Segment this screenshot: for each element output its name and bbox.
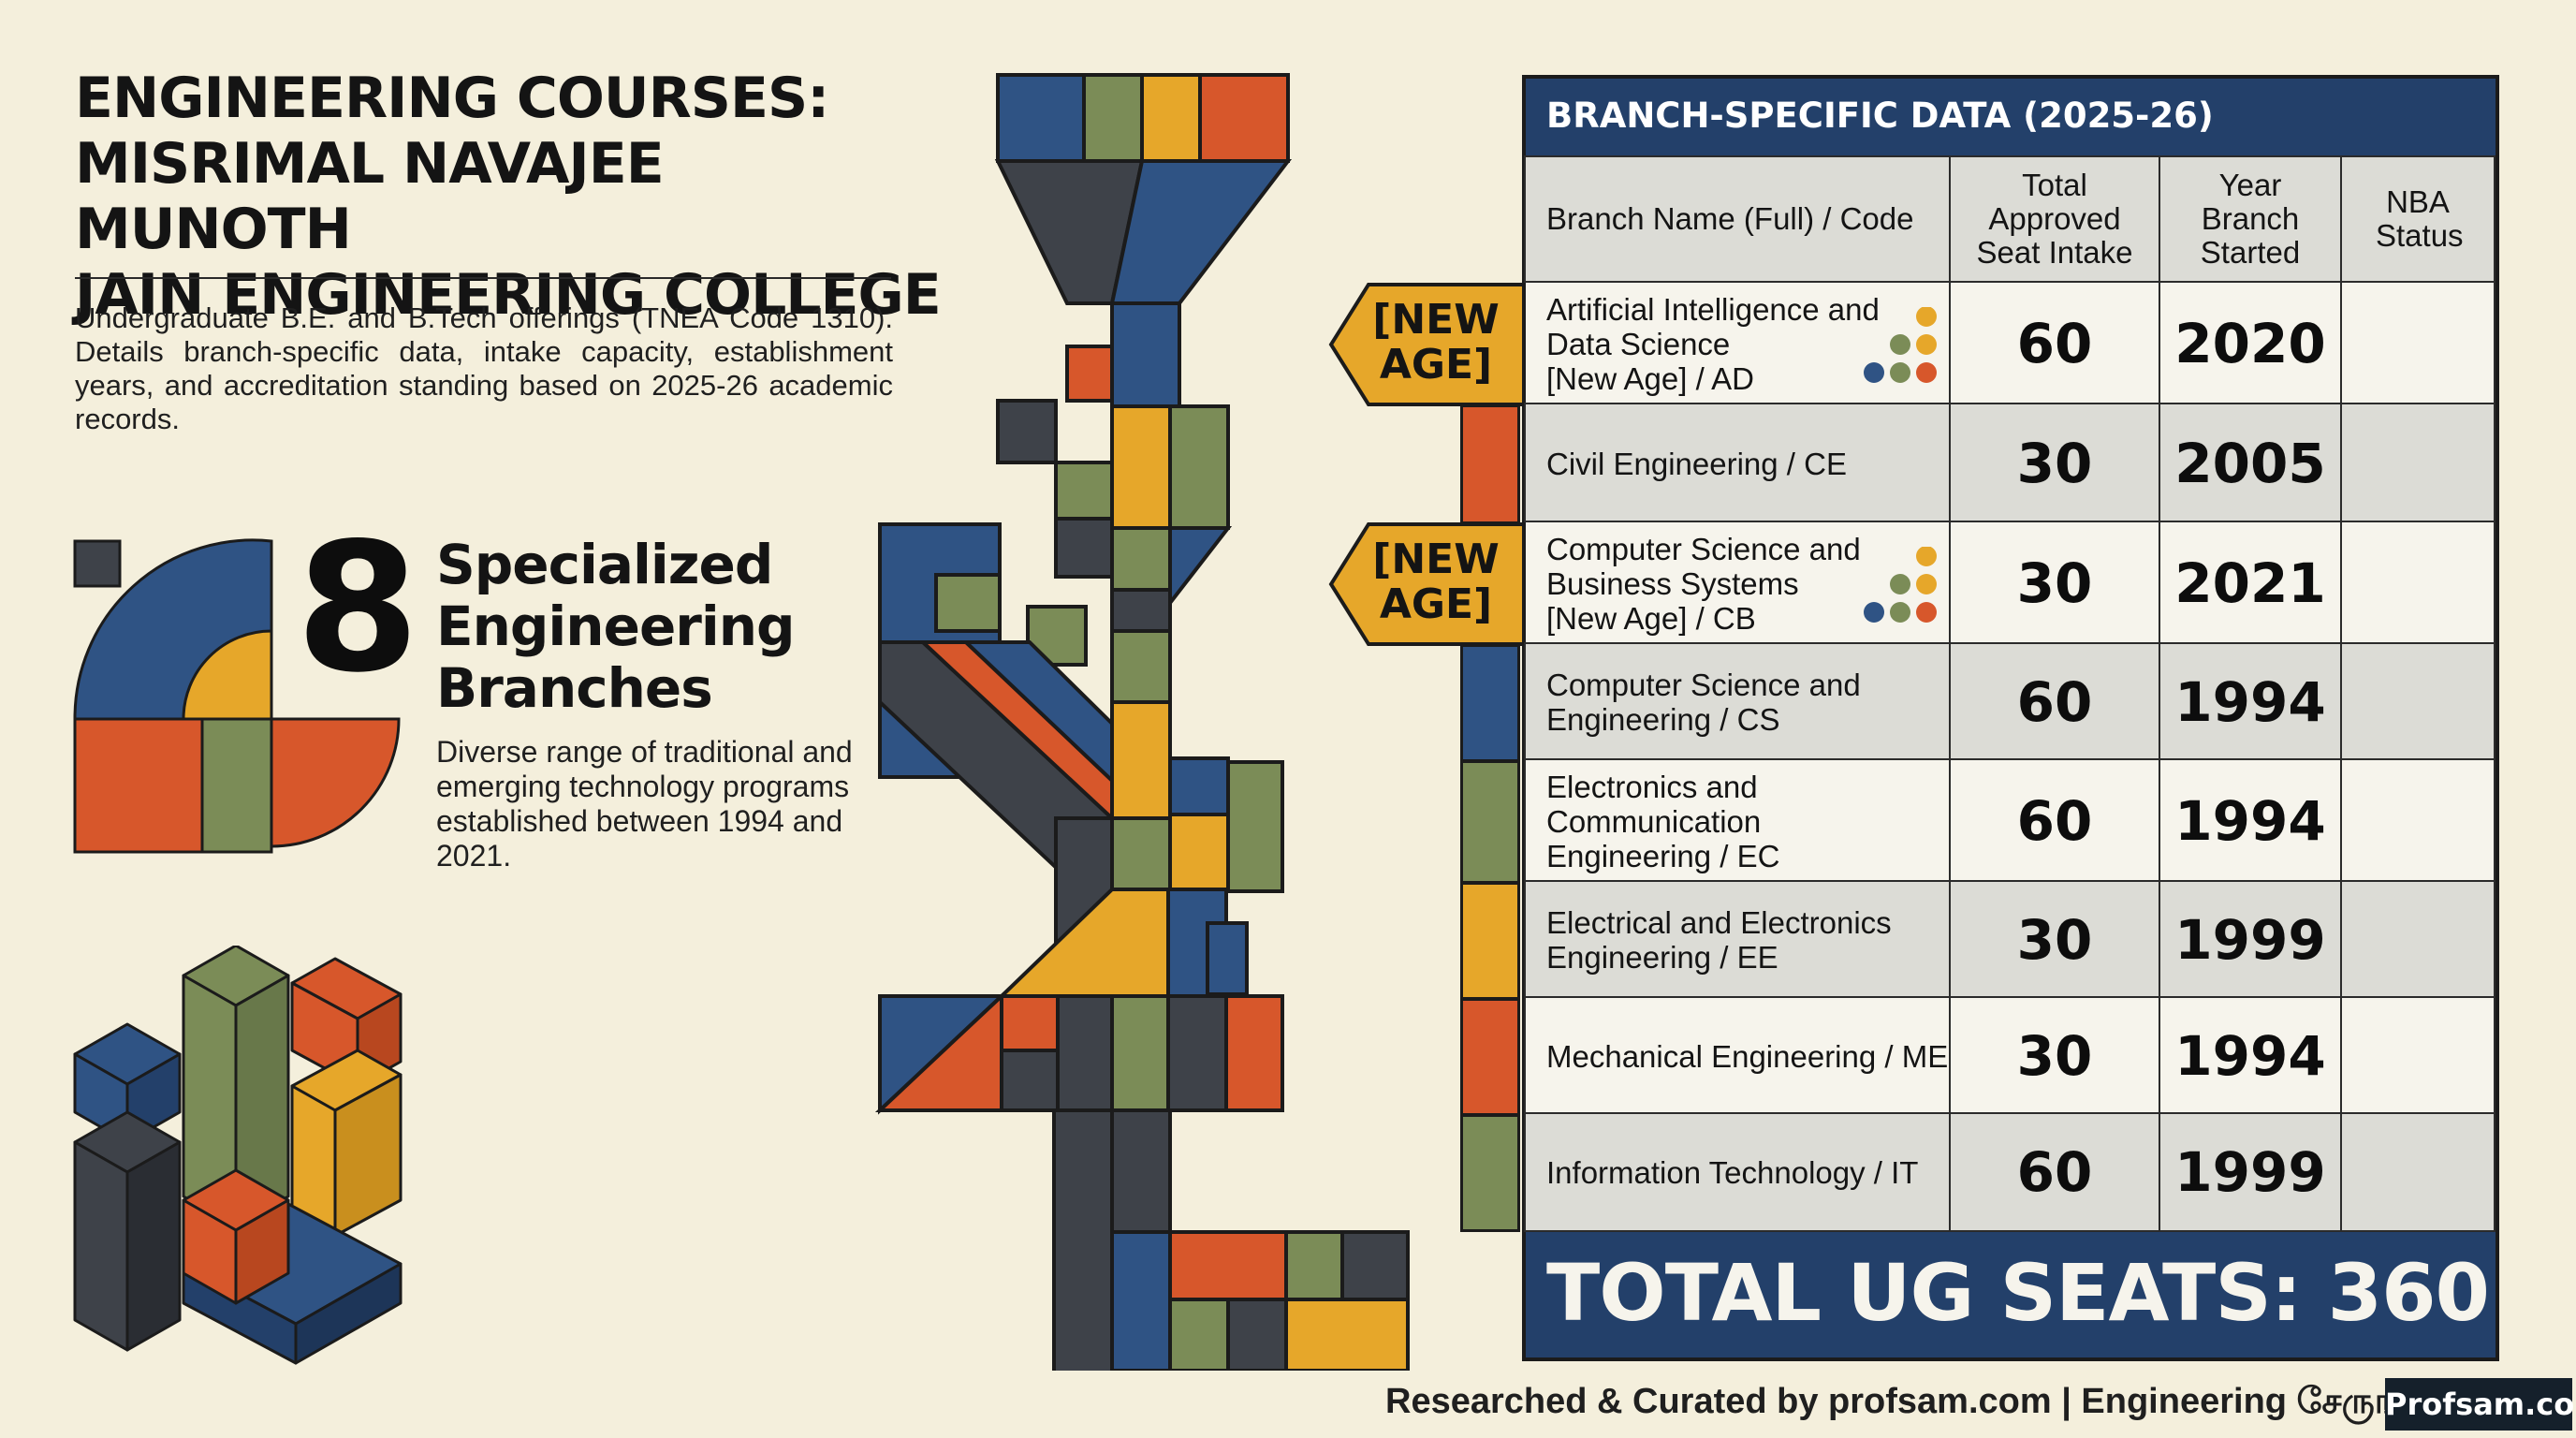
- table-row-branch-name: Artificial Intelligence and Data Science[…: [1524, 281, 1951, 406]
- title-line: JAIN ENGINEERING COLLEGE: [75, 262, 942, 328]
- branches-description: Diverse range of traditional and emergin…: [436, 735, 853, 873]
- row-color-tab: [1460, 644, 1520, 762]
- new-age-badge-icon: [1328, 522, 1526, 646]
- title-line: ENGINEERING COURSES:: [75, 66, 829, 131]
- page-title: ENGINEERING COURSES: MISRIMAL NAVAJEE MU…: [75, 66, 945, 328]
- branch-name-text: Electronics and Communication Engineering …: [1546, 770, 1779, 873]
- branch-name-text: Mechanical Engineering / ME: [1546, 1039, 1948, 1074]
- row-color-tab: [1460, 998, 1520, 1116]
- column-header-year: Year Branch Started: [2159, 155, 2342, 283]
- column-header-intake-label: Total Approved Seat Intake: [1976, 168, 2133, 270]
- abstract-geometric-art-icon: [874, 73, 1410, 1371]
- colored-dots-icon: [1864, 547, 1937, 623]
- branch-name-text: Civil Engineering / CE: [1546, 447, 1847, 481]
- branch-name-text: Information Technology / IT: [1546, 1155, 1918, 1190]
- row-color-tab: [1460, 404, 1520, 524]
- table-row-year: 2021: [2159, 521, 2342, 646]
- branches-title-line: Branches: [436, 656, 713, 720]
- column-header-intake: Total Approved Seat Intake: [1949, 155, 2160, 283]
- table-row-nba-status: [2340, 1112, 2496, 1232]
- table-row-nba-status: [2340, 521, 2496, 646]
- branches-title: Specialized Engineering Branches: [436, 534, 923, 719]
- table-row-branch-name: Mechanical Engineering / ME: [1524, 996, 1951, 1116]
- branch-name-line: Electronics and: [1546, 769, 1758, 804]
- table-row-branch-name: Computer Science and Engineering / CS: [1524, 642, 1951, 762]
- row-color-tab: [1460, 882, 1520, 1000]
- title-divider: [75, 277, 891, 279]
- table-row-intake: 60: [1949, 758, 2160, 884]
- branch-name-line: Engineering / EC: [1546, 838, 1780, 873]
- table-title: BRANCH-SPECIFIC DATA (2025-26): [1546, 95, 2214, 136]
- table-row-nba-status: [2340, 281, 2496, 406]
- branch-name-text: Artificial Intelligence and Data Science[…: [1546, 292, 1880, 396]
- branch-name-line: Communication: [1546, 803, 1762, 839]
- branch-name-line: Computer Science and: [1546, 668, 1861, 702]
- table-row-year: 1994: [2159, 642, 2342, 762]
- table-row-intake: 30: [1949, 403, 2160, 524]
- table-row-year: 1994: [2159, 996, 2342, 1116]
- branch-name-line: Computer Science and: [1546, 531, 1861, 566]
- table-row-intake: 30: [1949, 880, 2160, 1000]
- table-row-branch-name: Computer Science and Business Systems [New…: [1524, 521, 1951, 646]
- branch-name-line: Mechanical Engineering / ME: [1546, 1038, 1949, 1074]
- new-age-badge-icon: [1328, 283, 1526, 406]
- branch-name-line: Engineering / EE: [1546, 940, 1778, 975]
- table-row-branch-name: Civil Engineering / CE: [1524, 403, 1951, 524]
- branch-name-line: Data Science: [1546, 326, 1731, 361]
- new-age-badge-label: [NEW AGE]: [1372, 296, 1500, 389]
- row-color-tab: [1460, 760, 1520, 884]
- table-row-nba-status: [2340, 403, 2496, 524]
- row-color-tab: [1460, 1114, 1520, 1232]
- table-row-branch-name: Electronics and Communication Engineering …: [1524, 758, 1951, 884]
- quarter-circle-art-icon: [73, 538, 401, 854]
- branch-name-text: Electrical and Electronics Engineering / …: [1546, 905, 1892, 975]
- branches-title-line: Engineering: [436, 594, 796, 658]
- column-header-nba-label: NBA Status: [2376, 184, 2464, 253]
- table-row-intake: 60: [1949, 1112, 2160, 1232]
- branch-name-text: Computer Science and Engineering / CS: [1546, 668, 1861, 737]
- new-age-badge-label: [NEW AGE]: [1372, 536, 1500, 628]
- footer-credit: Researched & Curated by profsam.com | En…: [1385, 1382, 2396, 1421]
- branch-name-line: Engineering / CS: [1546, 702, 1780, 737]
- branch-name-line: [New Age] / AD: [1546, 360, 1754, 396]
- isometric-blocks-art-icon: [73, 946, 402, 1365]
- table-row-year: 2020: [2159, 281, 2342, 406]
- title-line: MISRIMAL NAVAJEE MUNOTH: [75, 131, 665, 262]
- table-row-year: 2005: [2159, 403, 2342, 524]
- table-row-intake: 30: [1949, 996, 2160, 1116]
- table-row-nba-status: [2340, 642, 2496, 762]
- branch-name-line: Information Technology / IT: [1546, 1154, 1919, 1190]
- intro-text: Undergraduate B.E. and B.Tech offerings …: [75, 301, 893, 435]
- table-row-nba-status: [2340, 758, 2496, 884]
- branch-name-line: Artificial Intelligence and: [1546, 291, 1880, 327]
- table-row-intake: 30: [1949, 521, 2160, 646]
- branch-name-line: Electrical and Electronics: [1546, 905, 1892, 940]
- total-seats: TOTAL UG SEATS: 360: [1546, 1247, 2490, 1339]
- table-row-branch-name: Information Technology / IT: [1524, 1112, 1951, 1232]
- table-row-year: 1999: [2159, 880, 2342, 1000]
- branch-name-line: Civil Engineering / CE: [1546, 446, 1847, 481]
- column-header-nba: NBA Status: [2340, 155, 2496, 283]
- table-row-intake: 60: [1949, 642, 2160, 762]
- branch-name-text: Computer Science and Business Systems [New…: [1546, 532, 1861, 636]
- table-row-year: 1999: [2159, 1112, 2342, 1232]
- profsam-logo: Profsam.com: [2385, 1378, 2576, 1431]
- branch-name-line: [New Age] / CB: [1546, 600, 1756, 636]
- table-row-nba-status: [2340, 880, 2496, 1000]
- branch-name-line: Business Systems: [1546, 565, 1799, 601]
- branches-title-line: Specialized: [436, 533, 773, 596]
- column-header-branch: Branch Name (Full) / Code: [1524, 155, 1951, 283]
- table-row-intake: 60: [1949, 281, 2160, 406]
- column-header-year-label: Year Branch Started: [2200, 168, 2301, 270]
- table-row-year: 1994: [2159, 758, 2342, 884]
- table-row-nba-status: [2340, 996, 2496, 1116]
- colored-dots-icon: [1864, 307, 1937, 383]
- branch-count: 8: [296, 505, 420, 712]
- table-row-branch-name: Electrical and Electronics Engineering / …: [1524, 880, 1951, 1000]
